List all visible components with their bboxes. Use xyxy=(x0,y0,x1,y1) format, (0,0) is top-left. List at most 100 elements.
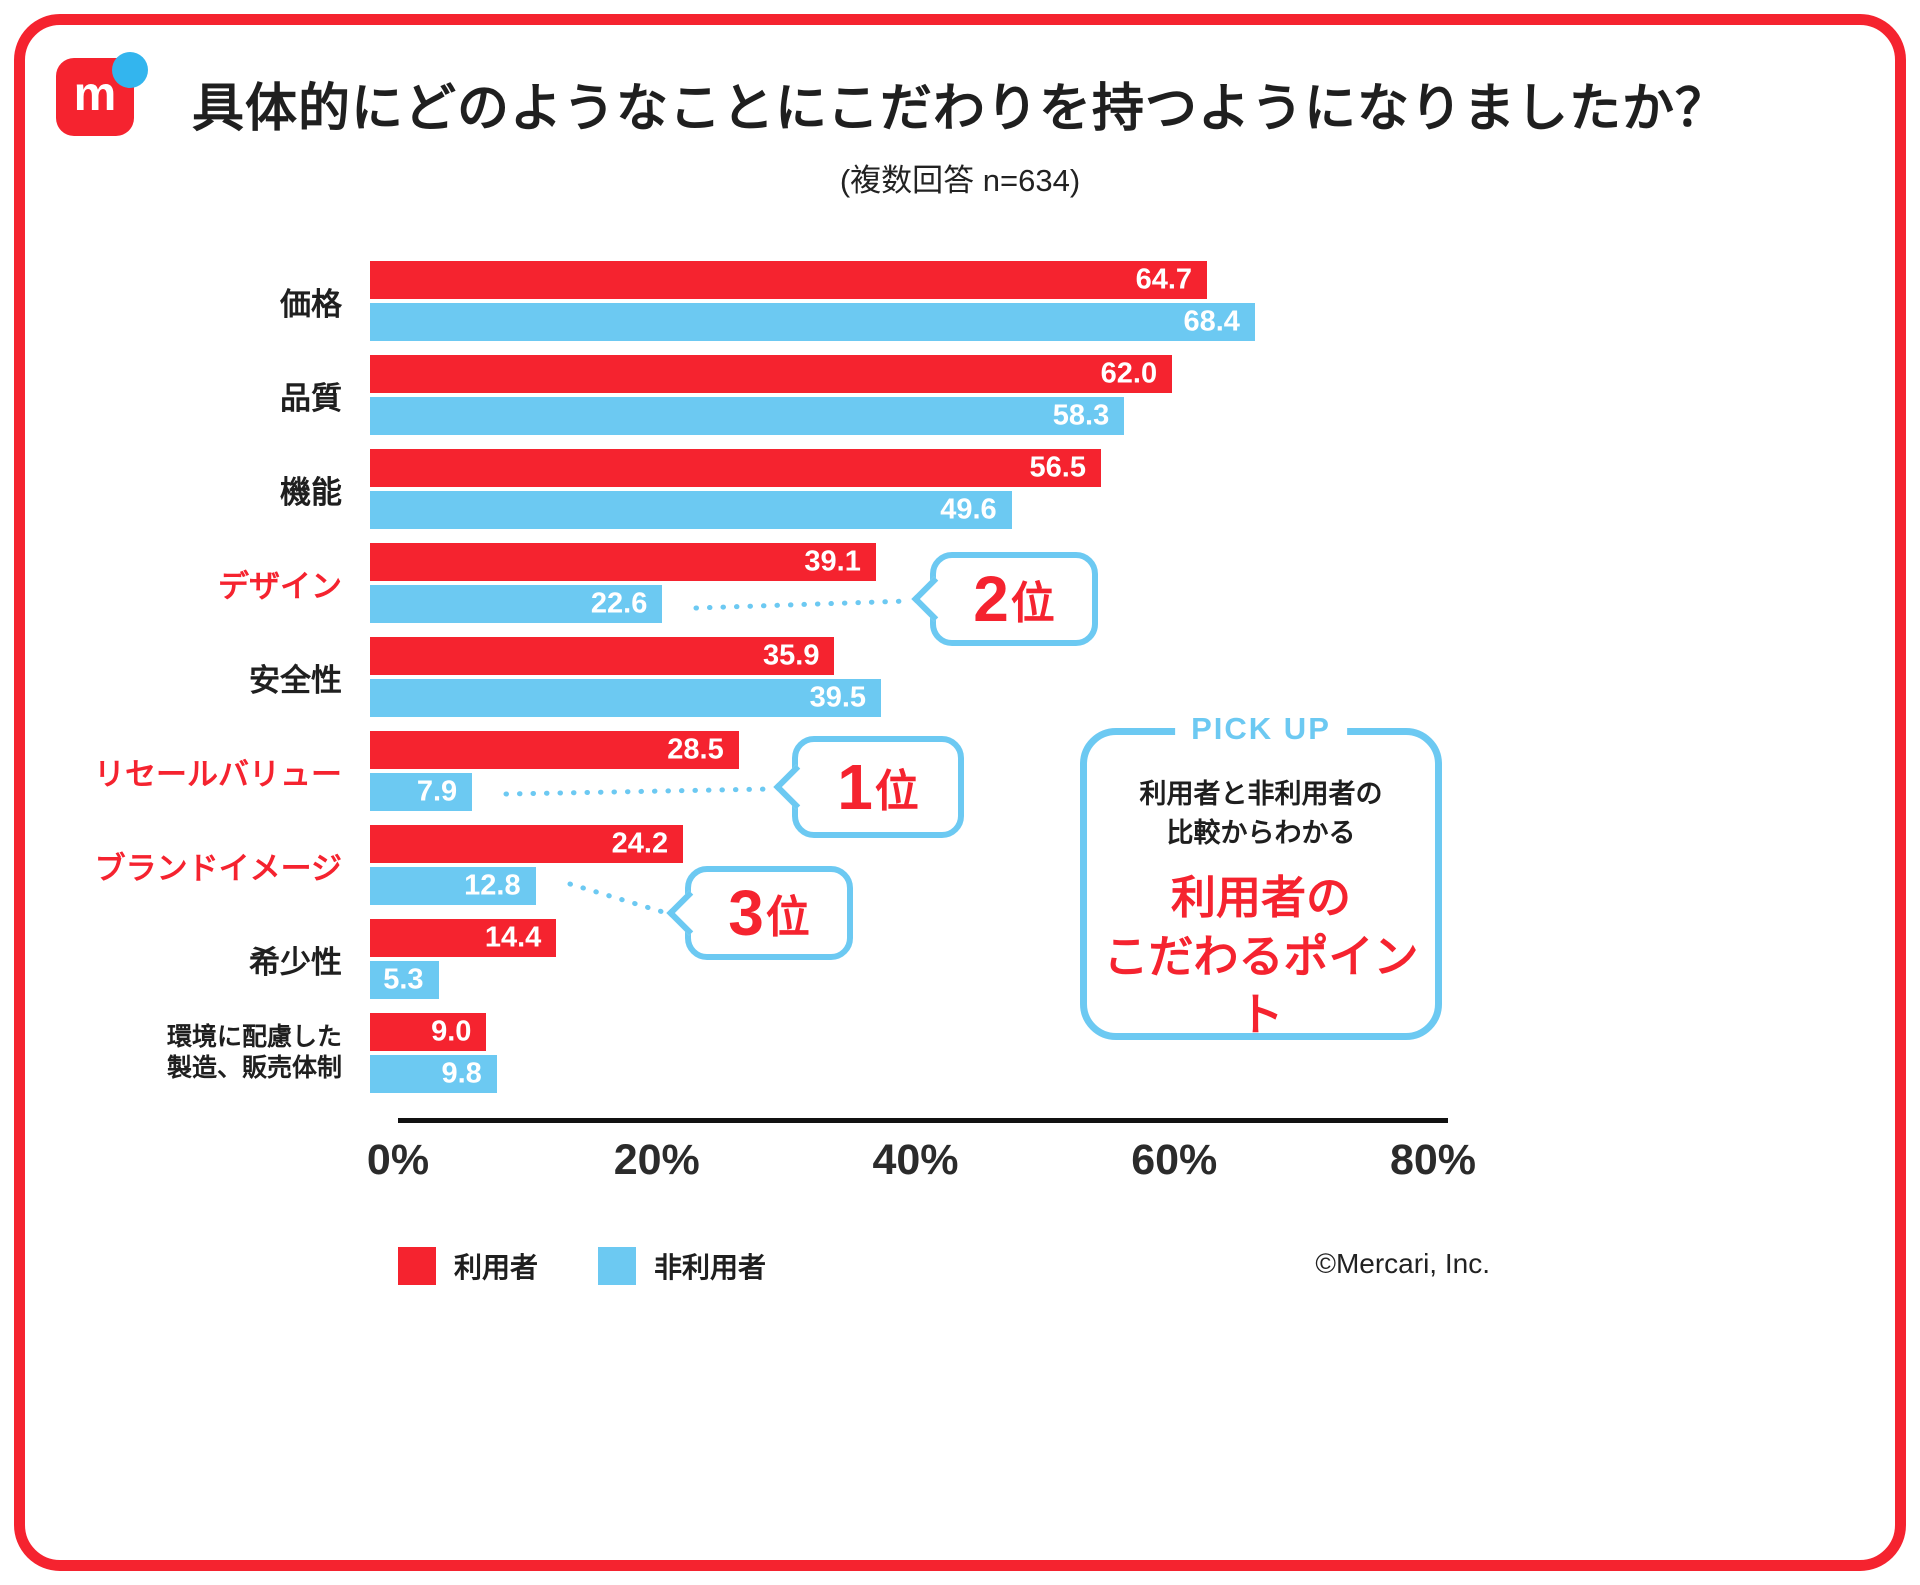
bar-chart: 価格 64.7 68.4 品質 62.0 58.3 機能 56.5 49.6 デザイン 39.1 22… xyxy=(30,254,1590,1204)
x-tick-label: 60% xyxy=(1131,1136,1218,1184)
bar-nonusers: 68.4 xyxy=(370,303,1255,341)
chart-row: 価格 64.7 68.4 xyxy=(30,254,1590,348)
mercari-logo: m xyxy=(56,52,148,144)
pickup-callout: PICK UP 利用者と非利用者の 比較からわかる 利用者の こだわるポイント xyxy=(1080,711,1442,1040)
rank-number: 2 xyxy=(973,563,1009,635)
category-label: 品質 xyxy=(280,380,342,416)
pickup-line-2: 比較からわかる xyxy=(1166,818,1356,849)
pickup-line-1: 利用者と非利用者の xyxy=(1139,779,1383,809)
bar-value: 35.9 xyxy=(763,639,820,672)
legend-label: 非利用者 xyxy=(654,1252,767,1283)
legend-label: 利用者 xyxy=(454,1252,539,1283)
rank-number: 3 xyxy=(728,877,764,949)
category-label: 価格 xyxy=(280,286,342,322)
bar-group: 24.2 12.8 xyxy=(370,818,1405,912)
bar-value: 28.5 xyxy=(667,733,724,766)
x-tick-label: 20% xyxy=(613,1136,700,1184)
rank-bubble-resale-value: 1 位 xyxy=(792,736,964,838)
x-tick-label: 0% xyxy=(366,1136,430,1184)
chart-row: 安全性 35.9 39.5 xyxy=(30,630,1590,724)
bar-nonusers: 58.3 xyxy=(370,397,1125,435)
bar-group: 39.1 22.6 xyxy=(370,536,1405,630)
bar-group: 14.4 5.3 xyxy=(370,912,1405,1006)
bar-value: 39.5 xyxy=(809,681,867,714)
x-axis-ticks: 0% 20% 40% 60% 80% xyxy=(367,1136,1476,1192)
category-label: リセールバリュー xyxy=(94,756,342,792)
bar-value: 12.8 xyxy=(464,869,521,902)
category-label: デザイン xyxy=(218,568,342,604)
bar-value: 7.9 xyxy=(416,775,458,808)
bar-value: 9.8 xyxy=(441,1057,482,1090)
bar-users: 35.9 xyxy=(370,637,835,675)
category-label: 機能 xyxy=(280,474,342,510)
chart-row: 環境に配慮した 製造、販売体制 9.0 9.8 xyxy=(30,1006,1590,1100)
category-label: 安全性 xyxy=(249,662,342,698)
header: 具体的にどのようなことにこだわりを持つようになりましたか？ (複数回答 n=63… xyxy=(0,0,1920,200)
bar-group: 62.0 58.3 xyxy=(370,348,1405,442)
page-subtitle: (複数回答 n=634) xyxy=(839,163,1081,198)
bar-users: 62.0 xyxy=(370,355,1173,393)
chart-row: ブランドイメージ 24.2 12.8 xyxy=(30,818,1590,912)
bar-group: 56.5 49.6 xyxy=(370,442,1405,536)
pickup-tag: PICK UP xyxy=(1175,711,1347,747)
bar-value: 56.5 xyxy=(1029,451,1086,484)
bar-nonusers: 22.6 xyxy=(370,585,663,623)
bar-users: 9.0 xyxy=(370,1013,487,1051)
bar-users: 14.4 xyxy=(370,919,557,957)
bar-nonusers: 7.9 xyxy=(370,773,473,811)
rank-suffix: 位 xyxy=(1010,579,1055,628)
bar-group: 35.9 39.5 xyxy=(370,630,1405,724)
chart-row: 希少性 14.4 5.3 xyxy=(30,912,1590,1006)
bar-value: 22.6 xyxy=(590,587,648,620)
chart-row: リセールバリュー 28.5 7.9 xyxy=(30,724,1590,818)
bar-group: 28.5 7.9 xyxy=(370,724,1405,818)
chart-row: 機能 56.5 49.6 xyxy=(30,442,1590,536)
bar-nonusers: 5.3 xyxy=(370,961,439,999)
chart-rows: 価格 64.7 68.4 品質 62.0 58.3 機能 56.5 49.6 デザイン 39.1 22… xyxy=(30,254,1590,1100)
bar-value: 39.1 xyxy=(804,545,861,578)
pickup-highlight-1: 利用者の xyxy=(1170,872,1351,924)
chart-row: 品質 62.0 58.3 xyxy=(30,348,1590,442)
logo-dot-icon xyxy=(112,52,148,88)
x-tick-label: 80% xyxy=(1389,1136,1477,1184)
rank-suffix: 位 xyxy=(874,767,919,816)
category-label: 希少性 xyxy=(249,944,342,980)
x-tick-label: 40% xyxy=(872,1136,959,1184)
pickup-body: 利用者と非利用者の 比較からわかる 利用者の こだわるポイント xyxy=(1087,735,1435,1045)
rank-number: 1 xyxy=(837,751,873,823)
bar-users: 64.7 xyxy=(370,261,1208,299)
bar-value: 9.0 xyxy=(431,1015,472,1048)
bar-value: 58.3 xyxy=(1052,399,1110,432)
x-axis-line xyxy=(398,1118,1448,1123)
rank-bubble-design: 2 位 xyxy=(930,552,1098,646)
bar-value: 64.7 xyxy=(1135,263,1193,296)
legend-swatch-icon xyxy=(398,1247,436,1285)
logo-box-icon: m xyxy=(56,58,134,136)
page-title: 具体的にどのようなことにこだわりを持つようになりましたか？ xyxy=(192,80,1728,138)
bar-users: 39.1 xyxy=(370,543,876,581)
rank-bubble-brand-image: 3 位 xyxy=(685,866,853,960)
bar-users: 24.2 xyxy=(370,825,684,863)
bar-value: 5.3 xyxy=(383,963,424,996)
legend-swatch-icon xyxy=(598,1247,637,1285)
legend-item: 利用者 xyxy=(398,1246,538,1286)
bar-nonusers: 9.8 xyxy=(370,1055,497,1093)
bar-nonusers: 39.5 xyxy=(370,679,882,717)
bar-value: 68.4 xyxy=(1183,305,1240,338)
bar-nonusers: 12.8 xyxy=(370,867,536,905)
bar-value: 14.4 xyxy=(484,921,542,954)
pickup-highlight-2: こだわるポイント xyxy=(1103,930,1419,1041)
rank-suffix: 位 xyxy=(765,893,810,942)
bar-value: 62.0 xyxy=(1100,357,1158,390)
bar-users: 56.5 xyxy=(370,449,1101,487)
bar-value: 49.6 xyxy=(940,493,997,526)
category-label: 環境に配慮した 製造、販売体制 xyxy=(166,1022,342,1082)
logo-letter: m xyxy=(73,68,117,121)
bar-nonusers: 49.6 xyxy=(370,491,1012,529)
chart-row: デザイン 39.1 22.6 xyxy=(30,536,1590,630)
copyright: ©Mercari, Inc. xyxy=(1315,1248,1490,1279)
legend-item: 非利用者 xyxy=(598,1246,766,1286)
category-label: ブランドイメージ xyxy=(94,850,342,886)
bar-group: 9.0 9.8 xyxy=(370,1006,1405,1100)
bar-users: 28.5 xyxy=(370,731,739,769)
